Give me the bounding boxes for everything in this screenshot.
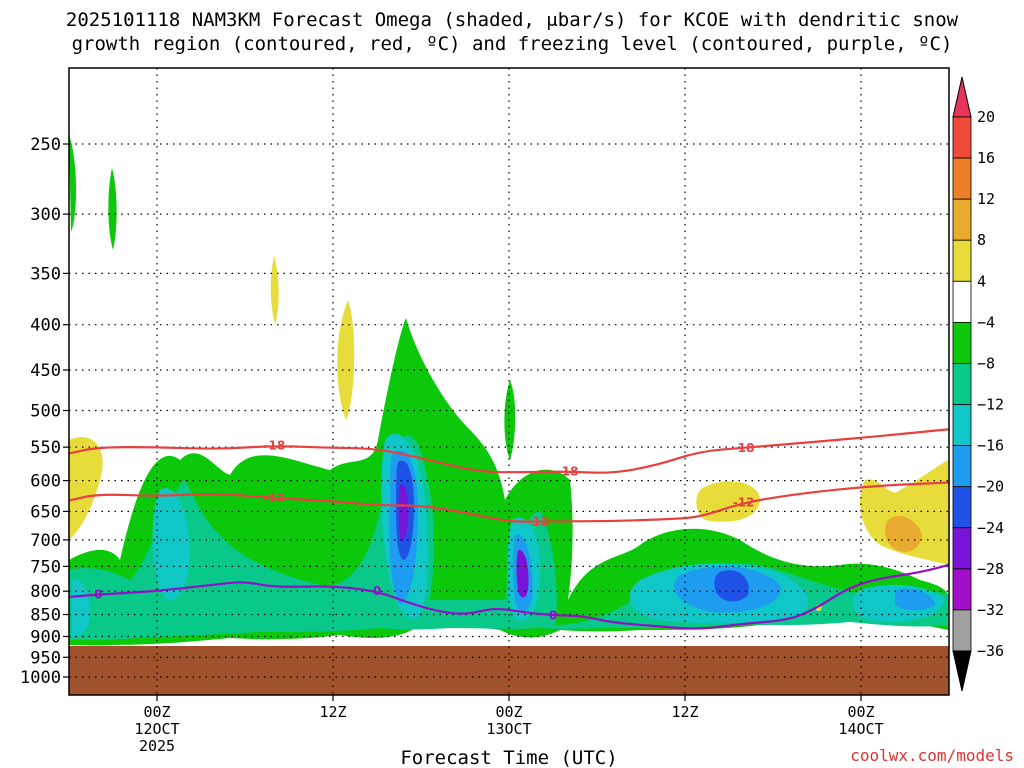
y-axis: 2503003504004505005506006507007508008509… bbox=[20, 135, 69, 688]
contour-label: -12 bbox=[263, 491, 285, 505]
contour-line bbox=[69, 428, 949, 474]
colorbar-label: −12 bbox=[977, 396, 1004, 414]
y-tick-label: 450 bbox=[30, 361, 61, 381]
svg-text:0: 0 bbox=[94, 588, 102, 602]
contour-label: 0 bbox=[373, 584, 381, 598]
y-tick-label: 700 bbox=[30, 531, 61, 551]
y-tick-label: 650 bbox=[30, 502, 61, 522]
y-tick-label: 1000 bbox=[20, 668, 61, 688]
svg-text:-18: -18 bbox=[263, 439, 285, 453]
contour-label: 0 bbox=[549, 608, 557, 622]
chart-title-line1: 2025101118 NAM3KM Forecast Omega (shaded… bbox=[66, 9, 959, 31]
chart-title-line2: growth region (contoured, red, ºC) and f… bbox=[72, 33, 953, 55]
y-tick-label: 950 bbox=[30, 648, 61, 668]
colorbar-label: −8 bbox=[977, 354, 995, 372]
y-tick-label: 550 bbox=[30, 438, 61, 458]
colorbar-label: 4 bbox=[977, 272, 986, 290]
y-tick-label: 800 bbox=[30, 582, 61, 602]
svg-text:-12: -12 bbox=[733, 495, 755, 509]
colorbar-segment bbox=[952, 609, 972, 652]
colorbar-segment bbox=[952, 321, 972, 364]
credit-text: coolwx.com/models bbox=[850, 746, 1014, 765]
x-tick-label: 13OCT bbox=[486, 720, 531, 738]
colorbar: 20 16 12 8 4 −4 −8 −12 −16 −20 −24 −28 −32 −36 bbox=[952, 76, 1004, 692]
colorbar-label: −28 bbox=[977, 560, 1004, 578]
contour-line bbox=[69, 481, 949, 523]
svg-text:-18: -18 bbox=[557, 465, 579, 479]
contour-lines: -18 -18 -18 -12 -12 -12 0 0 0 bbox=[69, 428, 949, 630]
colorbar-label: 12 bbox=[977, 190, 995, 208]
y-tick-label: 750 bbox=[30, 557, 61, 577]
colorbar-label: 8 bbox=[977, 231, 986, 249]
contour-label: -12 bbox=[733, 495, 755, 509]
x-tick-label: 00Z bbox=[495, 703, 522, 721]
contour-label: 0 bbox=[94, 588, 102, 602]
svg-text:0: 0 bbox=[373, 584, 381, 598]
y-tick-label: 250 bbox=[30, 135, 61, 155]
colorbar-label: −4 bbox=[977, 313, 995, 331]
colorbar-extend-min bbox=[952, 650, 972, 692]
x-tick-label: 2025 bbox=[139, 737, 175, 755]
x-tick-label: 12Z bbox=[671, 703, 698, 721]
grid-lines bbox=[69, 68, 949, 695]
x-tick-label: 00Z bbox=[143, 703, 170, 721]
plot-area: -18 -18 -18 -12 -12 -12 0 0 0 bbox=[69, 68, 949, 695]
colorbar-segment bbox=[952, 116, 972, 159]
colorbar-segment bbox=[952, 445, 972, 488]
colorbar-segment bbox=[952, 157, 972, 200]
colorbar-segment bbox=[952, 486, 972, 529]
x-tick-label: 00Z bbox=[847, 703, 874, 721]
colorbar-segment bbox=[952, 198, 972, 241]
colorbar-segment bbox=[952, 239, 972, 282]
omega-shading bbox=[69, 135, 949, 646]
contour-label: -12 bbox=[527, 514, 549, 528]
y-tick-label: 400 bbox=[30, 316, 61, 336]
y-tick-label: 900 bbox=[30, 627, 61, 647]
colorbar-label: −20 bbox=[977, 478, 1004, 496]
contour-label: -18 bbox=[263, 439, 285, 453]
colorbar-label: −36 bbox=[977, 642, 1004, 660]
colorbar-segment bbox=[952, 280, 972, 323]
contour-label: -18 bbox=[557, 465, 579, 479]
svg-text:-18: -18 bbox=[733, 441, 755, 455]
contour-label: -18 bbox=[733, 441, 755, 455]
colorbar-segment bbox=[952, 568, 972, 611]
colorbar-segment bbox=[952, 404, 972, 447]
x-tick-label: 12OCT bbox=[134, 720, 179, 738]
x-tick-label: 14OCT bbox=[838, 720, 883, 738]
contour-line bbox=[69, 563, 949, 630]
svg-text:-12: -12 bbox=[527, 514, 549, 528]
colorbar-label: −16 bbox=[977, 437, 1004, 455]
x-tick-label: 12Z bbox=[319, 703, 346, 721]
colorbar-label: 20 bbox=[977, 108, 995, 126]
y-tick-label: 300 bbox=[30, 205, 61, 225]
svg-text:0: 0 bbox=[549, 608, 557, 622]
colorbar-label: −24 bbox=[977, 519, 1004, 537]
colorbar-segment bbox=[952, 363, 972, 405]
y-tick-label: 350 bbox=[30, 264, 61, 284]
x-axis-title: Forecast Time (UTC) bbox=[400, 747, 617, 768]
y-tick-label: 600 bbox=[30, 472, 61, 492]
colorbar-label: −32 bbox=[977, 601, 1004, 619]
colorbar-segment bbox=[952, 527, 972, 570]
y-tick-label: 850 bbox=[30, 606, 61, 626]
svg-text:-12: -12 bbox=[263, 491, 285, 505]
y-tick-label: 500 bbox=[30, 402, 61, 422]
colorbar-label: 16 bbox=[977, 149, 995, 167]
colorbar-extend-max bbox=[952, 76, 972, 118]
